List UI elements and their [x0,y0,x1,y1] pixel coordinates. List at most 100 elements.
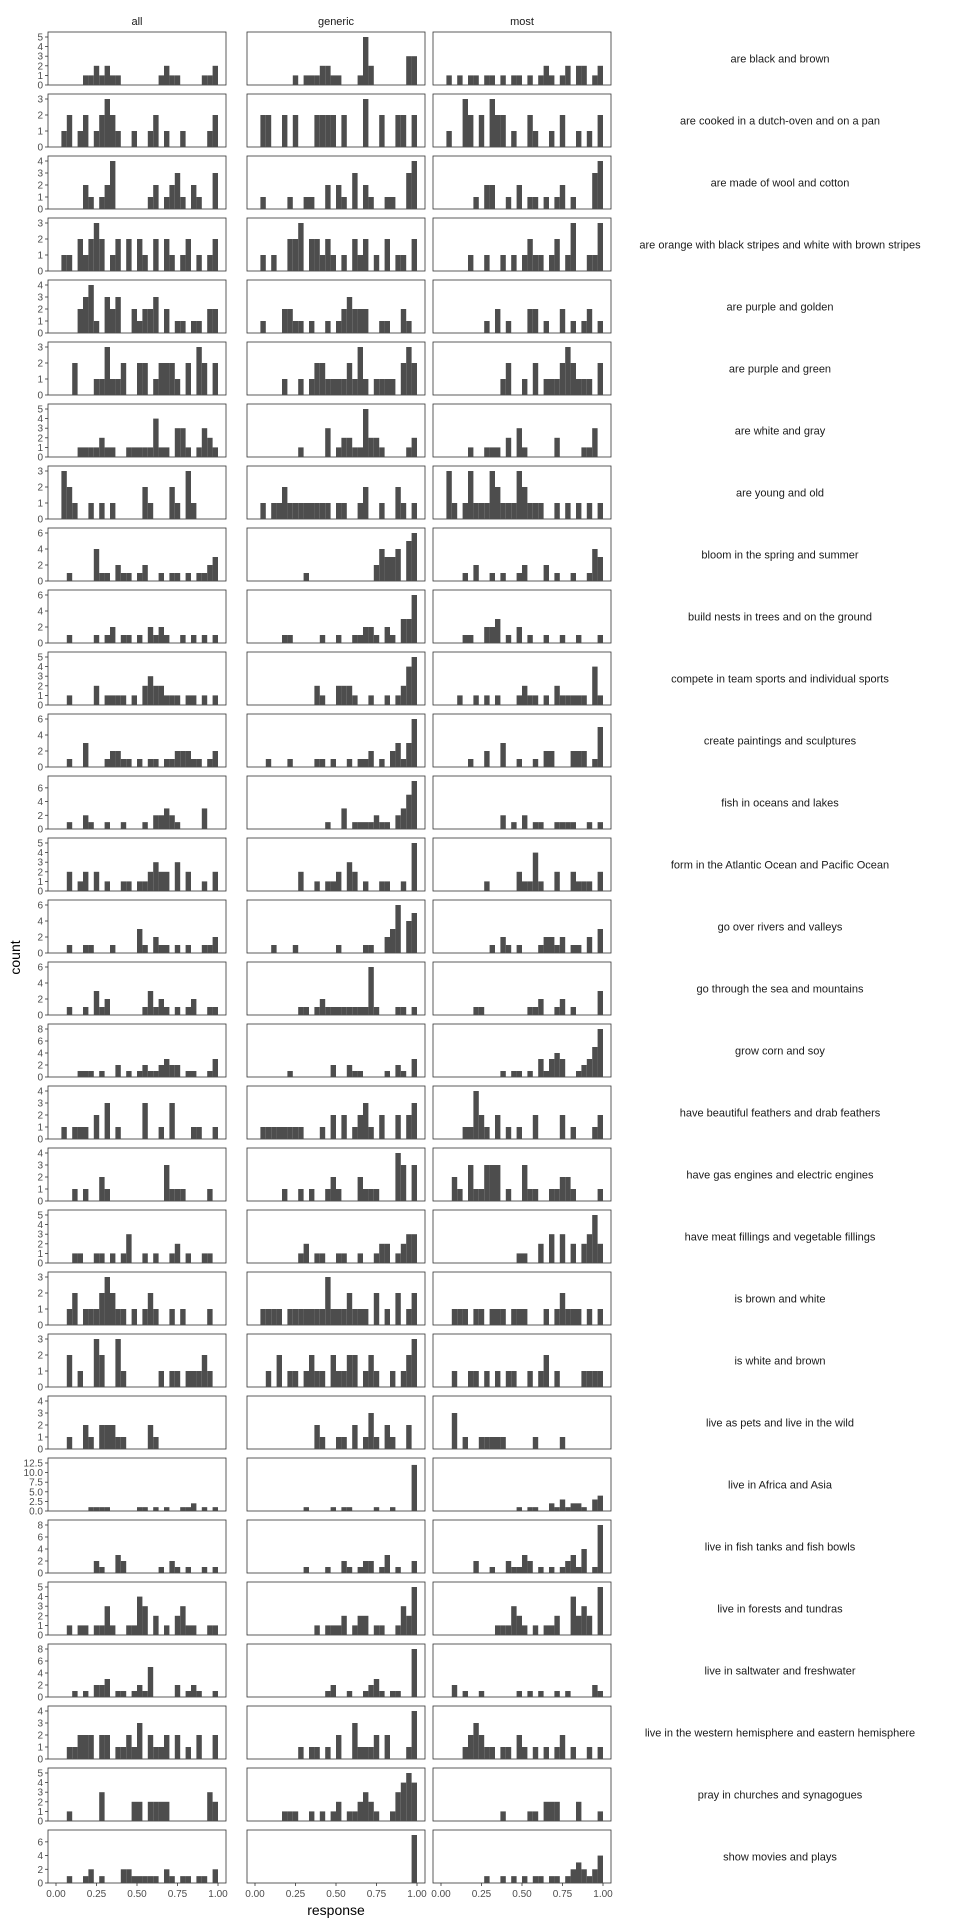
histogram-bar [352,1007,358,1015]
panel-all-row-7 [47,465,227,520]
panel-most-row-3 [432,217,612,272]
histogram-bar [142,1065,148,1077]
histogram-bar [400,881,407,891]
histogram-bar [212,751,218,767]
histogram-bar [527,115,533,147]
histogram-bar [565,1561,571,1573]
histogram-bar [411,363,417,395]
histogram-bar [527,1007,533,1015]
histogram-bar [83,1309,89,1325]
histogram-bar [484,1165,490,1201]
histogram-bar [185,1507,191,1511]
histogram-bar [142,309,148,333]
histogram-bar [164,239,170,271]
histogram-bar [597,1587,603,1635]
histogram-bar [142,1253,148,1263]
y-tick-label: 1 [37,375,43,386]
histogram-bar [373,1293,380,1325]
histogram-bar [346,1507,353,1511]
histogram-bar [411,533,417,581]
histogram-bar [212,695,218,705]
histogram-bar [83,815,89,829]
histogram-bar [185,871,191,891]
histogram-bar [462,503,468,519]
panel-most-row-13 [432,837,612,892]
histogram-bar [543,1309,549,1325]
histogram-bar [357,635,363,643]
histogram-bar [196,759,202,767]
histogram-bar [120,573,127,581]
y-tick-label: 2 [37,1865,43,1876]
panel-generic-row-27 [246,1705,426,1760]
histogram-bar [368,65,374,85]
histogram-bar [559,1437,566,1449]
histogram-bar [549,1567,555,1573]
histogram-bar [522,815,528,829]
histogram-bar [330,1115,336,1139]
y-tick-label: 3 [37,1719,43,1730]
histogram-bar [468,1165,474,1201]
histogram-bar [384,239,390,271]
histogram-bar [303,1243,309,1263]
histogram-bar [505,503,512,519]
panel-most-row-25 [432,1581,612,1636]
histogram-bar [314,1309,320,1325]
histogram-bar [368,967,374,1015]
histogram-bar [390,557,396,581]
histogram-bar [72,1189,78,1201]
histogram-bar [196,1735,202,1759]
histogram-bar [592,255,598,271]
histogram-bar [93,635,100,643]
histogram-bar [72,1127,78,1139]
histogram-bar [570,321,576,333]
histogram-bar [99,573,105,581]
panel-all-row-8 [47,527,227,582]
histogram-bar [400,619,407,643]
panel-most-row-0 [432,31,612,86]
histogram-bar [368,695,374,705]
histogram-bar [384,1243,390,1263]
histogram-bar [597,1115,603,1139]
row-label: form in the Atlantic Ocean and Pacific O… [671,860,889,872]
panel-generic-row-11 [246,713,426,768]
histogram-bar [287,759,293,767]
y-tick-label: 1 [37,1743,43,1754]
histogram-bar [147,1071,154,1077]
histogram-bar [212,937,218,953]
histogram-bar [66,1309,73,1325]
histogram-bar [462,1127,468,1139]
panel-border [47,713,227,768]
histogram-bar [468,447,474,457]
histogram-bar [77,1071,83,1077]
histogram-bar [153,685,159,705]
histogram-bar [142,1309,148,1325]
histogram-bar [287,1371,293,1387]
y-tick-label: 6 [37,1037,43,1048]
histogram-bar [147,676,154,705]
histogram-bar [191,635,197,643]
histogram-bar [77,1735,83,1759]
histogram-bar [346,862,353,891]
histogram-bar [137,239,143,271]
histogram-bar [576,379,582,395]
histogram-bar [207,565,213,581]
histogram-bar [330,1355,336,1387]
histogram-bar [115,565,121,581]
histogram-bar [400,503,407,519]
histogram-bar [586,1747,593,1759]
histogram-bar [120,1309,127,1325]
histogram-bar [379,1567,385,1573]
histogram-bar [484,503,490,519]
histogram-bar [292,115,299,147]
y-tick-label: 0 [37,887,43,898]
histogram-bar [516,1507,522,1511]
histogram-bar [169,75,175,85]
histogram-bar [298,379,304,395]
histogram-bar [137,1596,143,1635]
histogram-bar [357,347,363,395]
histogram-bar [104,347,110,395]
y-tick-label: 6 [37,783,43,794]
histogram-bar [201,881,208,891]
histogram-bar [484,1747,490,1759]
